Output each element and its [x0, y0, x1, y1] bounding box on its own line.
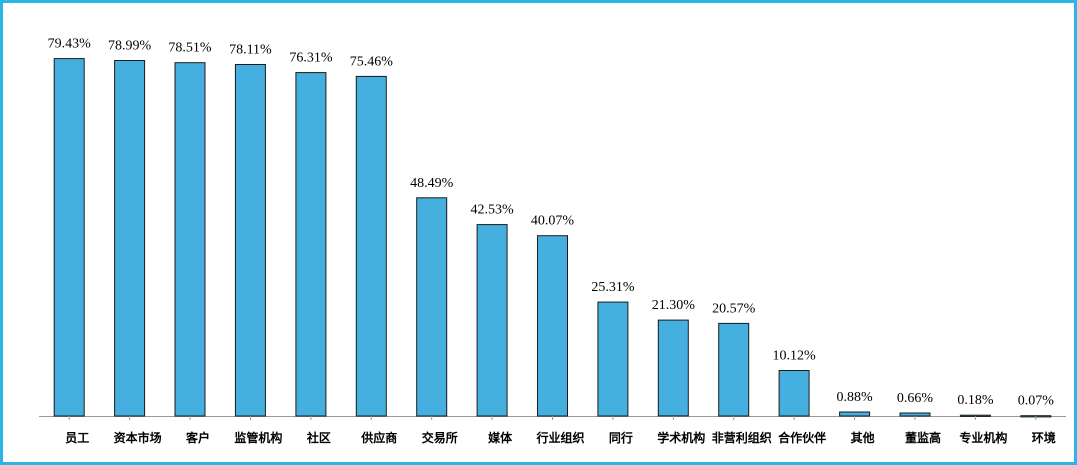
- value-label-8: 40.07%: [531, 214, 575, 229]
- category-label-14: 董监高: [905, 430, 941, 445]
- value-label-12: 10.12%: [773, 349, 817, 364]
- category-label-2: 客户: [185, 430, 210, 445]
- bar-0: [53, 58, 85, 417]
- category-label-13: 其他: [851, 430, 875, 445]
- value-label-2: 78.51%: [168, 41, 212, 56]
- value-label-7: 42.53%: [471, 203, 515, 218]
- value-label-5: 75.46%: [350, 54, 394, 69]
- category-label-8: 行业组织: [535, 430, 584, 445]
- bar-8: [537, 235, 568, 417]
- bar-5: [355, 75, 387, 417]
- value-label-15: 0.18%: [957, 393, 994, 408]
- category-label-7: 媒体: [488, 430, 513, 445]
- bar-7: [476, 224, 508, 417]
- value-label-3: 78.11%: [229, 43, 272, 58]
- bar-10: [657, 319, 689, 417]
- value-label-14: 0.66%: [897, 391, 934, 406]
- category-label-15: 专业机构: [959, 430, 1007, 445]
- value-label-0: 79.43%: [48, 37, 92, 52]
- category-label-16: 环境: [1032, 430, 1056, 445]
- value-label-4: 76.31%: [289, 51, 333, 66]
- bar-9: [597, 301, 629, 417]
- bar-6: [416, 197, 448, 417]
- value-label-10: 21.30%: [652, 298, 696, 313]
- value-label-11: 20.57%: [712, 301, 756, 316]
- bar-3: [234, 64, 266, 417]
- bar-12: [778, 370, 810, 417]
- category-label-4: 社区: [306, 430, 331, 445]
- category-label-9: 同行: [609, 430, 633, 445]
- value-label-1: 78.99%: [108, 39, 152, 54]
- category-label-3: 监管机构: [234, 430, 282, 445]
- value-label-6: 48.49%: [410, 176, 454, 191]
- value-label-13: 0.88%: [837, 390, 874, 405]
- bar-13: [839, 411, 871, 417]
- category-label-12: 合作伙伴: [778, 430, 826, 445]
- bar-1: [114, 60, 146, 417]
- bar-chart: 79.43% 员工 78.99% 资本市场 78.51% 客户 78.11% 监管机构 76.3…: [39, 37, 1066, 445]
- category-label-0: 员工: [65, 431, 89, 445]
- value-label-16: 0.07%: [1018, 394, 1055, 409]
- category-label-5: 供应商: [360, 430, 397, 445]
- value-label-9: 25.31%: [591, 280, 635, 295]
- category-label-10: 学术机构: [657, 430, 705, 445]
- category-label-1: 资本市场: [114, 430, 162, 445]
- bar-14: [899, 412, 931, 417]
- bar-4: [295, 72, 327, 417]
- bar-2: [174, 62, 206, 417]
- category-label-11: 非营利组织: [712, 430, 772, 445]
- bar-11: [718, 322, 750, 417]
- category-label-6: 交易所: [422, 430, 458, 445]
